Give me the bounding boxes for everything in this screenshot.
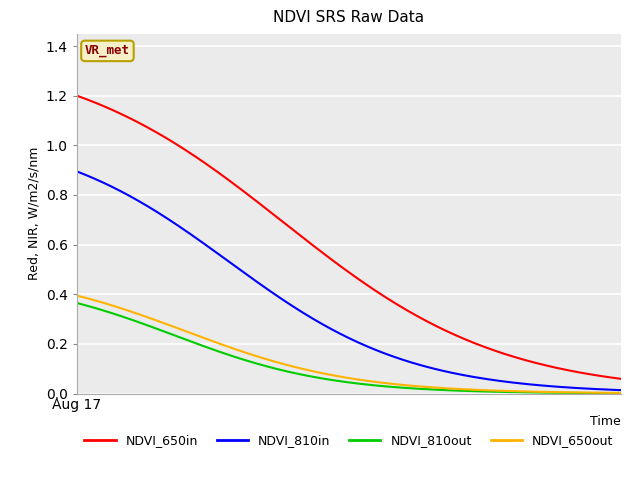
NDVI_810out [73,300,81,306]
NDVI_810in [604,387,612,393]
NDVI_810in [397,356,404,362]
Line: NDVI_650out: NDVI_650out [77,296,621,393]
X-axis label: Time: Time [590,415,621,428]
Y-axis label: Red, NIR, W/m2/s/nm: Red, NIR, W/m2/s/nm [28,147,40,280]
NDVI_650out [397,382,404,387]
NDVI_650out [335,373,342,379]
NDVI_650in [73,93,81,98]
NDVI_650out [332,373,339,379]
NDVI_650in [519,357,527,362]
NDVI_650out [73,293,81,299]
NDVI_810in [519,381,527,386]
NDVI_650out [604,390,612,396]
NDVI_810out [367,382,375,388]
NDVI_650in [332,259,339,265]
NDVI_810in [367,345,375,351]
NDVI_810in [617,387,625,393]
NDVI_650in [335,262,342,267]
NDVI_810in [332,328,339,334]
NDVI_810out [332,378,339,384]
Title: NDVI SRS Raw Data: NDVI SRS Raw Data [273,11,424,25]
NDVI_810out [617,390,625,396]
NDVI_810out [397,384,404,390]
Line: NDVI_650in: NDVI_650in [77,96,621,379]
NDVI_810in [73,168,81,174]
NDVI_810in [335,330,342,336]
NDVI_810out [335,378,342,384]
Line: NDVI_810in: NDVI_810in [77,171,621,390]
NDVI_650in [397,304,404,310]
Legend: NDVI_650in, NDVI_810in, NDVI_810out, NDVI_650out: NDVI_650in, NDVI_810in, NDVI_810out, NDV… [79,429,618,452]
NDVI_810out [519,389,527,395]
NDVI_650out [519,388,527,394]
NDVI_650in [604,374,612,380]
Text: VR_met: VR_met [85,44,130,58]
NDVI_650out [617,390,625,396]
NDVI_650in [617,376,625,382]
NDVI_650out [367,378,375,384]
NDVI_650in [367,285,375,291]
NDVI_810out [604,390,612,396]
Line: NDVI_810out: NDVI_810out [77,303,621,393]
